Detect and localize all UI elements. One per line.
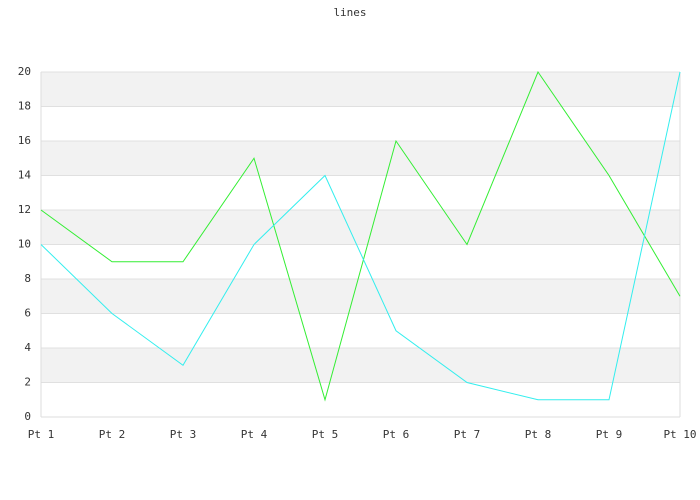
- x-tick-label: Pt 8: [525, 428, 552, 441]
- y-tick-label: 10: [18, 238, 31, 251]
- x-tick-label: Pt 7: [454, 428, 481, 441]
- line-series: [40, 70, 681, 402]
- y-tick-label: 16: [18, 134, 31, 147]
- y-tick-label: 2: [24, 376, 31, 389]
- y-tick-label: 4: [24, 341, 31, 354]
- x-tick-label: Pt 1: [28, 428, 55, 441]
- y-tick-label: 18: [18, 100, 31, 113]
- grid-band: [41, 348, 680, 383]
- x-tick-label: Pt 9: [596, 428, 623, 441]
- y-tick-label: 8: [24, 272, 31, 285]
- x-tick-label: Pt 5: [312, 428, 339, 441]
- y-tick-label: 14: [18, 169, 32, 182]
- x-tick-label: Pt 6: [383, 428, 410, 441]
- y-tick-label: 6: [24, 307, 31, 320]
- y-tick-label: 12: [18, 203, 31, 216]
- grid-band: [41, 279, 680, 314]
- grid-band: [41, 210, 680, 245]
- grid-band: [41, 72, 680, 107]
- plot-bands: [41, 72, 680, 383]
- x-tick-label: Pt 10: [663, 428, 696, 441]
- x-tick-label: Pt 3: [170, 428, 197, 441]
- y-tick-label: 20: [18, 65, 31, 78]
- grid-band: [41, 141, 680, 176]
- line-series: [40, 71, 681, 401]
- y-tick-label: 0: [24, 410, 31, 423]
- x-tick-label: Pt 4: [241, 428, 268, 441]
- chart-title: lines: [333, 6, 366, 19]
- x-tick-label: Pt 2: [99, 428, 126, 441]
